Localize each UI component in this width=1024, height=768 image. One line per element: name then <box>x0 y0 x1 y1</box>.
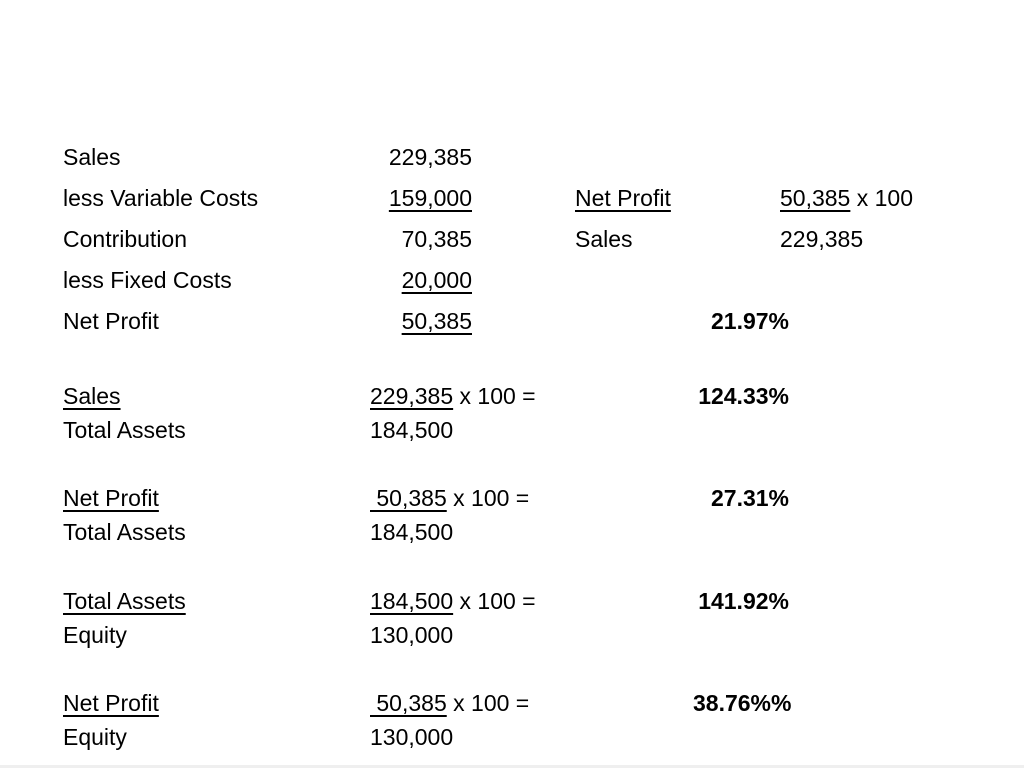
ratio-numerator: 229,385 x 100 = <box>370 385 536 408</box>
ratio-operator: x 100 = <box>453 690 530 716</box>
row-variable-costs-value: 159,000 <box>388 185 472 211</box>
ratio-denominator-label: Total Assets <box>63 519 186 545</box>
row-fixed-costs-value: 20,000 <box>401 267 472 293</box>
ratio-result: 124.33% <box>698 383 789 409</box>
ratio-operator: x 100 = <box>459 383 536 409</box>
ratio-result: 38.76%% <box>693 690 792 716</box>
ratio-numerator-label: Total Assets <box>63 588 186 614</box>
bottom-divider <box>0 765 1024 768</box>
margin-numerator-value: 50,385 <box>780 185 851 211</box>
margin-result: 21.97% <box>710 308 789 334</box>
row-net-profit-value: 50,385 <box>401 308 472 334</box>
row-sales-label: Sales <box>63 144 121 170</box>
row-variable-costs-label: less Variable Costs <box>63 185 259 211</box>
ratio-numerator-value: 50,385 <box>370 690 447 716</box>
row-contribution-value: 70,385 <box>401 226 472 252</box>
ratio-denominator-value: 130,000 <box>370 724 454 750</box>
ratio-numerator-label: Net Profit <box>63 485 159 511</box>
ratio-numerator-label: Net Profit <box>63 690 159 716</box>
ratio-denominator-value: 184,500 <box>370 417 454 443</box>
row-fixed-costs-label: less Fixed Costs <box>63 267 232 293</box>
ratio-operator: x 100 = <box>459 588 536 614</box>
margin-denominator-value: 229,385 <box>780 226 864 252</box>
ratio-numerator-label: Sales <box>63 383 121 409</box>
row-net-profit-label: Net Profit <box>63 308 159 334</box>
ratio-denominator-value: 130,000 <box>370 622 454 648</box>
ratio-numerator-value: 50,385 <box>370 485 447 511</box>
margin-numerator: 50,385 x 100 <box>780 187 913 210</box>
ratio-denominator-label: Total Assets <box>63 417 186 443</box>
margin-denominator-label: Sales <box>575 226 633 252</box>
row-contribution-label: Contribution <box>63 226 188 252</box>
ratio-operator: x 100 = <box>453 485 530 511</box>
ratio-numerator: 50,385 x 100 = <box>370 487 529 510</box>
ratio-denominator-value: 184,500 <box>370 519 454 545</box>
row-sales-value: 229,385 <box>388 144 472 170</box>
margin-multiplier: x 100 <box>856 185 914 211</box>
ratio-numerator: 184,500 x 100 = <box>370 590 536 613</box>
ratio-denominator-label: Equity <box>63 622 127 648</box>
ratio-numerator-value: 229,385 <box>370 383 454 409</box>
ratio-numerator: 50,385 x 100 = <box>370 692 529 715</box>
ratio-result: 27.31% <box>710 485 789 511</box>
margin-numerator-label: Net Profit <box>575 185 671 211</box>
ratio-denominator-label: Equity <box>63 724 127 750</box>
ratio-result: 141.92% <box>698 588 789 614</box>
ratio-numerator-value: 184,500 <box>370 588 454 614</box>
